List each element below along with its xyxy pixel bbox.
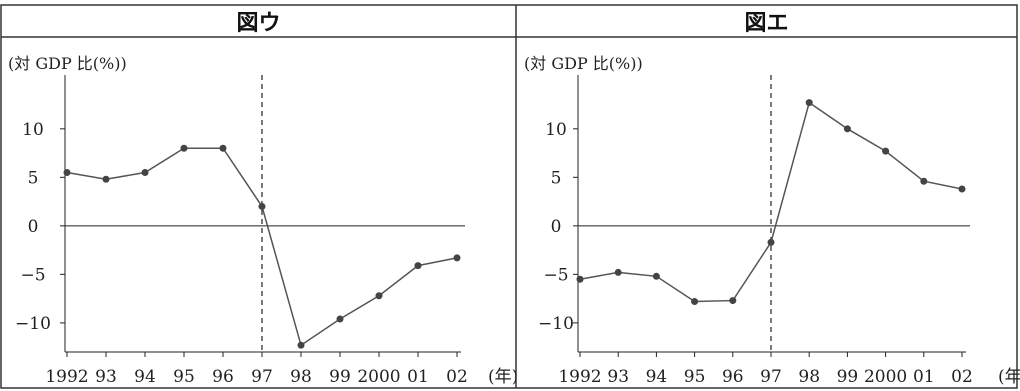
x-tick-label-right: 99 bbox=[837, 367, 859, 387]
y-tick-label-left: 0 bbox=[28, 217, 39, 237]
panel-title-left: 図ウ bbox=[236, 11, 281, 36]
y-tick-label-right: 0 bbox=[551, 217, 562, 237]
panel-title-right: 図エ bbox=[744, 11, 789, 36]
y-tick-label-left: −10 bbox=[15, 314, 51, 334]
outer-border bbox=[0, 4, 1018, 389]
y-unit-label-right: (対 GDP 比(%)) bbox=[524, 54, 643, 73]
x-tick-label-left: 1992 bbox=[45, 367, 88, 387]
y-tick-label-left: 10 bbox=[22, 120, 44, 140]
chart-left: 10 5 0 −5 −10 1992 93 94 95 96 97 98 99 2000 01 02 (年) bbox=[15, 75, 516, 387]
data-point-right bbox=[576, 275, 584, 283]
data-point-left bbox=[336, 315, 344, 323]
y-tick-label-left: −5 bbox=[20, 265, 45, 285]
x-tick-label-right: 01 bbox=[913, 367, 935, 387]
data-point-right bbox=[805, 99, 813, 107]
y-unit-label-left: (対 GDP 比(%)) bbox=[8, 54, 127, 73]
data-point-left bbox=[180, 144, 188, 152]
data-point-left bbox=[63, 168, 71, 176]
data-point-right bbox=[767, 238, 775, 246]
data-point-right bbox=[920, 177, 928, 185]
x-tick-label-left: 01 bbox=[407, 367, 429, 387]
x-tick-label-right: 95 bbox=[684, 367, 706, 387]
x-unit-label-right: (年) bbox=[998, 367, 1020, 387]
x-tick-label-left: 97 bbox=[251, 367, 273, 387]
x-tick-label-right: 2000 bbox=[864, 367, 907, 387]
data-point-right bbox=[843, 125, 851, 133]
data-point-right bbox=[729, 297, 737, 305]
x-tick-label-right: 1992 bbox=[558, 367, 601, 387]
data-point-right bbox=[614, 268, 622, 276]
y-tick-label-right: 5 bbox=[551, 168, 562, 188]
x-tick-label-left: 99 bbox=[329, 367, 351, 387]
x-tick-label-right: 96 bbox=[722, 367, 744, 387]
x-tick-label-right: 94 bbox=[646, 367, 668, 387]
x-tick-label-right: 02 bbox=[951, 367, 973, 387]
data-point-left bbox=[219, 144, 227, 152]
y-tick-label-right: −10 bbox=[538, 314, 574, 334]
data-point-left bbox=[414, 262, 422, 270]
x-tick-label-left: 95 bbox=[173, 367, 195, 387]
y-tick-label-left: 5 bbox=[28, 168, 39, 188]
x-unit-label-left: (年) bbox=[488, 367, 516, 387]
data-point-right bbox=[652, 272, 660, 280]
data-point-left bbox=[375, 292, 383, 300]
data-point-right bbox=[691, 298, 699, 306]
data-point-right bbox=[882, 147, 890, 155]
x-tick-label-left: 2000 bbox=[357, 367, 400, 387]
x-tick-label-right: 97 bbox=[760, 367, 782, 387]
data-point-left bbox=[453, 254, 461, 262]
x-tick-label-left: 02 bbox=[446, 367, 468, 387]
data-point-right bbox=[958, 185, 966, 193]
x-tick-label-left: 98 bbox=[290, 367, 312, 387]
y-tick-label-right: 10 bbox=[545, 120, 567, 140]
x-tick-label-left: 94 bbox=[134, 367, 156, 387]
data-point-left bbox=[297, 341, 305, 349]
x-tick-label-left: 93 bbox=[95, 367, 117, 387]
data-point-left bbox=[141, 168, 149, 176]
data-point-left bbox=[258, 202, 266, 210]
x-tick-label-right: 98 bbox=[798, 367, 820, 387]
y-tick-label-right: −5 bbox=[543, 265, 568, 285]
x-tick-label-left: 96 bbox=[212, 367, 234, 387]
data-point-left bbox=[102, 175, 110, 183]
x-tick-label-right: 93 bbox=[607, 367, 629, 387]
